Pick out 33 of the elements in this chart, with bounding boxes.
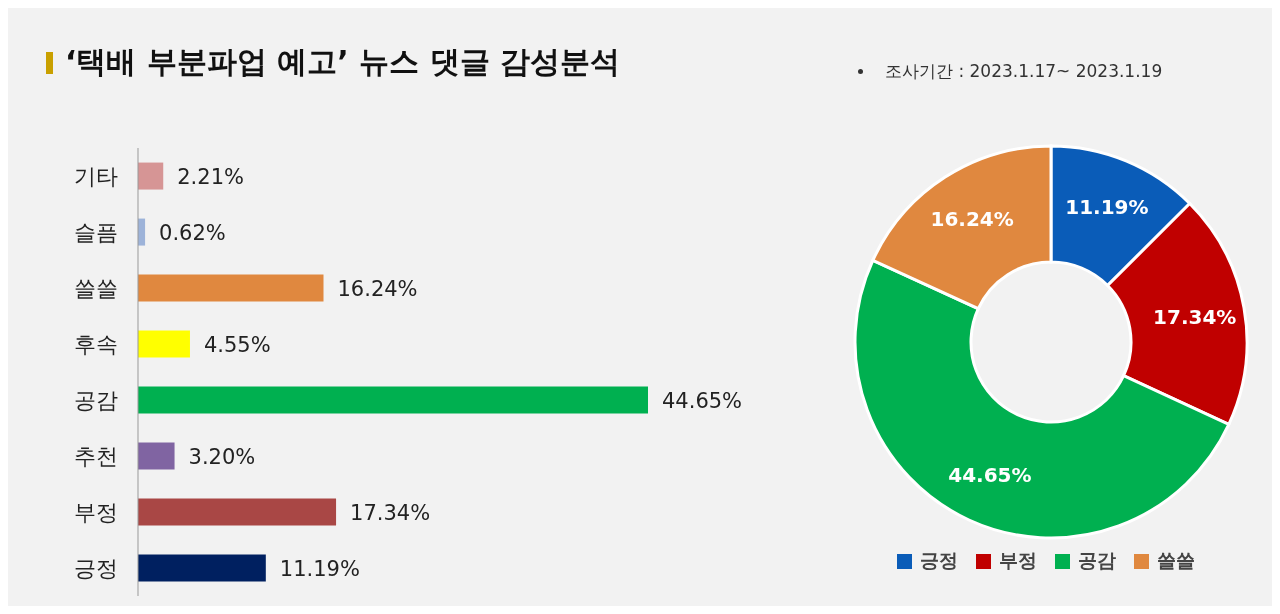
bar: [138, 442, 175, 470]
data-label: 3.20%: [188, 444, 256, 469]
data-label: 17.34%: [350, 500, 431, 525]
data-label: 16.24%: [930, 207, 1014, 232]
bar: [138, 554, 266, 582]
data-label: 44.65%: [662, 388, 743, 413]
y-tick-label: 슬픔: [74, 219, 118, 245]
bar: [138, 162, 164, 190]
legend-label: 긍정: [919, 548, 958, 573]
data-label: 2.21%: [177, 164, 244, 189]
bar: [138, 274, 324, 302]
legend-label: 공감: [1077, 548, 1116, 573]
bar: [138, 330, 190, 358]
y-tick-label: 긍정: [74, 555, 118, 581]
bar: [138, 498, 337, 526]
data-label: 11.19%: [279, 556, 360, 581]
legend-label: 부정: [998, 548, 1037, 573]
text: 조사기간 : 2023.1.17~ 2023.1.19: [885, 60, 1163, 83]
data-label: 11.19%: [1065, 195, 1149, 220]
y-tick-label: 추천: [74, 443, 118, 469]
data-label: 16.24%: [337, 276, 418, 301]
y-tick-label: 후속: [74, 331, 118, 357]
data-label: 4.55%: [203, 332, 271, 357]
legend-label: 쓸쓸: [1156, 548, 1195, 573]
y-tick-label: 공감: [74, 387, 118, 413]
data-label: 17.34%: [1153, 304, 1237, 329]
y-tick-label: 부정: [74, 499, 118, 525]
chart-title: ‘택배 부분파업 예고’ 뉴스 댓글 감성분석: [65, 43, 621, 81]
bar: [138, 386, 648, 414]
y-tick-label: 기타: [74, 163, 118, 189]
y-tick-label: 쓸쓸: [74, 275, 118, 301]
data-label: 0.62%: [159, 220, 226, 245]
data-label: 44.65%: [948, 462, 1032, 487]
